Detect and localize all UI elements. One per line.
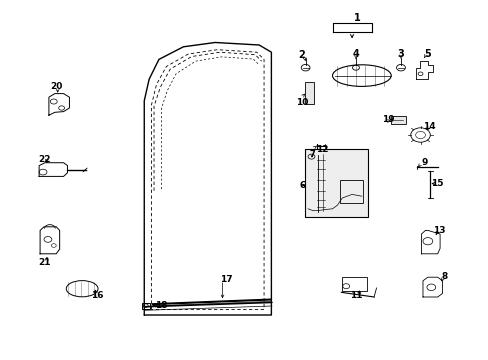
Text: 10: 10 bbox=[295, 98, 308, 107]
Text: 3: 3 bbox=[397, 49, 404, 59]
Text: 6: 6 bbox=[299, 181, 305, 190]
Text: 19: 19 bbox=[382, 115, 394, 124]
Text: 17: 17 bbox=[219, 274, 232, 284]
Text: 8: 8 bbox=[441, 272, 447, 281]
Bar bbox=[142, 303, 149, 309]
Text: 1: 1 bbox=[353, 13, 360, 23]
Text: 16: 16 bbox=[90, 292, 103, 300]
Bar bbox=[339, 180, 363, 203]
Text: 18: 18 bbox=[155, 301, 167, 310]
Text: 21: 21 bbox=[38, 258, 50, 266]
Bar bbox=[305, 82, 313, 104]
Text: 7: 7 bbox=[308, 150, 314, 159]
Text: 22: 22 bbox=[38, 154, 50, 163]
Text: 11: 11 bbox=[349, 291, 362, 300]
Text: 9: 9 bbox=[420, 158, 427, 167]
Bar bbox=[304, 149, 367, 217]
Text: 13: 13 bbox=[432, 226, 445, 235]
Text: 4: 4 bbox=[352, 49, 359, 59]
Text: 20: 20 bbox=[50, 82, 62, 91]
Text: 12: 12 bbox=[316, 145, 328, 154]
Bar bbox=[390, 116, 405, 124]
Text: 5: 5 bbox=[424, 49, 430, 59]
Text: 14: 14 bbox=[422, 122, 435, 131]
Text: 2: 2 bbox=[298, 50, 305, 60]
Bar bbox=[342, 277, 366, 291]
Text: 15: 15 bbox=[430, 179, 443, 188]
